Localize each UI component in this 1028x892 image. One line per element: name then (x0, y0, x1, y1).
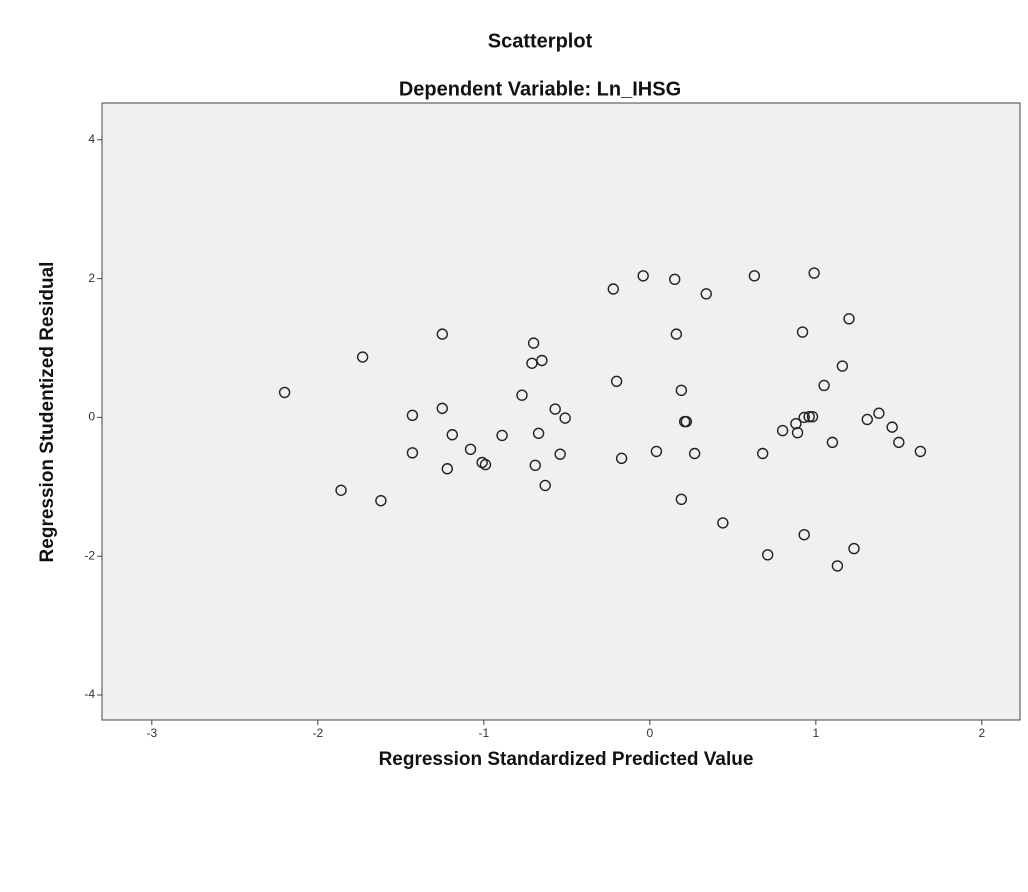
chart: Scatterplot Dependent Variable: Ln_IHSG … (0, 0, 1028, 892)
x-tick-label: 0 (646, 726, 653, 740)
y-tick-label: -4 (84, 687, 95, 701)
x-axis-label: Regression Standardized Predicted Value (379, 749, 754, 770)
x-tick-label: -2 (312, 726, 323, 740)
page: {"chart_data": {"type": "scatter", "titl… (0, 0, 1028, 892)
y-tick-label: 0 (88, 410, 95, 424)
x-tick-label: 1 (812, 726, 819, 740)
chart-subtitle: Dependent Variable: Ln_IHSG (399, 78, 681, 100)
y-tick-label: 4 (88, 132, 95, 146)
y-tick-label: -2 (84, 548, 95, 562)
plot-area (102, 103, 1020, 720)
x-tick-label: 2 (978, 726, 985, 740)
chart-title: Scatterplot (488, 30, 593, 52)
y-tick-label: 2 (88, 271, 95, 285)
x-tick-label: -1 (478, 726, 489, 740)
y-axis-label: Regression Studentized Residual (37, 262, 58, 563)
x-tick-label: -3 (146, 726, 157, 740)
